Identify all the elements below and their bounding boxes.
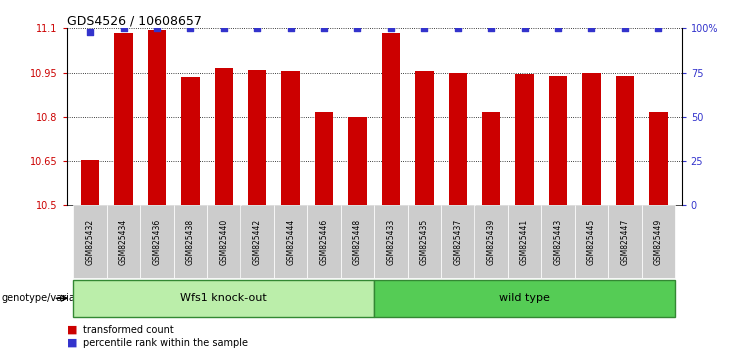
Point bbox=[351, 25, 363, 31]
Point bbox=[485, 25, 497, 31]
Bar bbox=[382, 33, 400, 205]
Point bbox=[285, 25, 296, 31]
Bar bbox=[649, 113, 668, 205]
Text: GSM825432: GSM825432 bbox=[86, 218, 95, 265]
Text: Wfs1 knock-out: Wfs1 knock-out bbox=[180, 293, 268, 303]
Bar bbox=[282, 71, 300, 205]
Text: ■: ■ bbox=[67, 338, 77, 348]
Text: GSM825435: GSM825435 bbox=[420, 218, 429, 265]
Bar bbox=[248, 70, 267, 205]
Text: GSM825446: GSM825446 bbox=[319, 218, 328, 265]
Bar bbox=[616, 75, 634, 205]
Text: transformed count: transformed count bbox=[83, 325, 173, 335]
Point bbox=[118, 25, 130, 31]
Point bbox=[185, 25, 196, 31]
Bar bbox=[147, 30, 166, 205]
Text: GSM825433: GSM825433 bbox=[386, 218, 396, 265]
Text: wild type: wild type bbox=[499, 293, 550, 303]
Text: GSM825436: GSM825436 bbox=[153, 218, 162, 265]
Point bbox=[585, 25, 597, 31]
Bar bbox=[181, 77, 199, 205]
Bar bbox=[315, 113, 333, 205]
Bar bbox=[215, 68, 233, 205]
Point bbox=[519, 25, 531, 31]
Bar bbox=[482, 113, 500, 205]
Point bbox=[385, 25, 397, 31]
Text: GSM825449: GSM825449 bbox=[654, 218, 662, 265]
Point bbox=[419, 25, 431, 31]
Text: percentile rank within the sample: percentile rank within the sample bbox=[83, 338, 248, 348]
Bar bbox=[415, 71, 433, 205]
Text: GSM825447: GSM825447 bbox=[620, 218, 629, 265]
Text: GDS4526 / 10608657: GDS4526 / 10608657 bbox=[67, 14, 202, 27]
Text: GSM825442: GSM825442 bbox=[253, 218, 262, 265]
Point bbox=[84, 29, 96, 35]
Bar bbox=[348, 117, 367, 205]
Text: genotype/variation: genotype/variation bbox=[1, 293, 94, 303]
Text: GSM825437: GSM825437 bbox=[453, 218, 462, 265]
Bar bbox=[81, 160, 99, 205]
Point bbox=[452, 25, 464, 31]
Bar bbox=[448, 73, 467, 205]
Text: GSM825444: GSM825444 bbox=[286, 218, 295, 265]
Point bbox=[251, 25, 263, 31]
Text: GSM825443: GSM825443 bbox=[554, 218, 562, 265]
Text: GSM825434: GSM825434 bbox=[119, 218, 128, 265]
Bar bbox=[582, 73, 601, 205]
Point bbox=[619, 25, 631, 31]
Text: ■: ■ bbox=[67, 325, 77, 335]
Point bbox=[151, 25, 163, 31]
Bar bbox=[516, 74, 534, 205]
Text: GSM825440: GSM825440 bbox=[219, 218, 228, 265]
Text: GSM825438: GSM825438 bbox=[186, 218, 195, 265]
Text: GSM825445: GSM825445 bbox=[587, 218, 596, 265]
Point bbox=[652, 25, 664, 31]
Bar bbox=[549, 75, 568, 205]
Text: GSM825441: GSM825441 bbox=[520, 218, 529, 265]
Point bbox=[552, 25, 564, 31]
Point bbox=[218, 25, 230, 31]
Text: GSM825439: GSM825439 bbox=[487, 218, 496, 265]
Bar bbox=[114, 33, 133, 205]
Text: GSM825448: GSM825448 bbox=[353, 218, 362, 265]
Point bbox=[318, 25, 330, 31]
